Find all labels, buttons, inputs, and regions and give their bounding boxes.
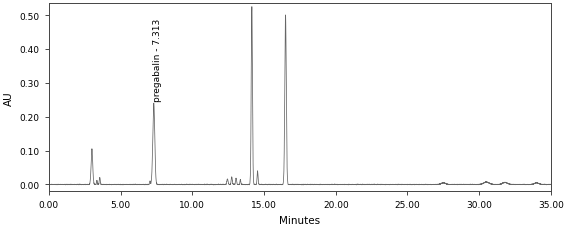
Y-axis label: AU: AU (4, 90, 14, 105)
Text: pregabalin - 7.313: pregabalin - 7.313 (153, 19, 162, 102)
X-axis label: Minutes: Minutes (279, 215, 320, 225)
